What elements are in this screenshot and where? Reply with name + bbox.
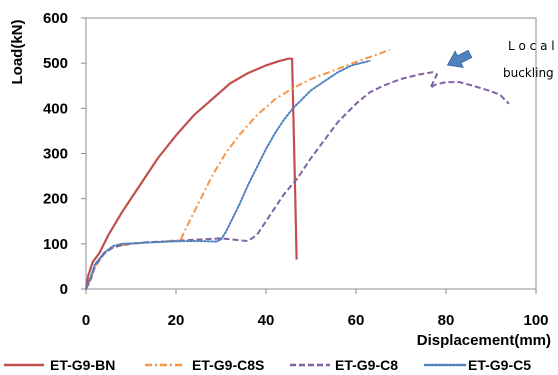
y-tick-label: 400 — [43, 100, 68, 117]
y-tick-label: 600 — [43, 10, 68, 27]
x-tick-label: 20 — [168, 312, 185, 329]
legend-label-et-g9-c8s: ET-G9-C8S — [192, 357, 264, 373]
x-tick-label: 80 — [438, 312, 455, 329]
series-line-et-g9-c5 — [85, 59, 371, 290]
y-tick-label: 200 — [43, 191, 68, 208]
y-axis-label: Load(kN) — [9, 20, 26, 85]
annotation-line-1: L o c a l — [508, 39, 555, 53]
y-tick-label: 300 — [43, 146, 68, 163]
x-tick-label: 0 — [82, 312, 90, 329]
series-line-et-g9-c8s — [85, 48, 391, 290]
x-tick-label: 100 — [523, 312, 548, 329]
series-line-et-g9-bn — [84, 57, 298, 290]
legend-label-et-g9-c8: ET-G9-C8 — [335, 357, 398, 373]
y-tick-label: 0 — [60, 281, 68, 298]
annotation-arrow-shape — [446, 49, 473, 68]
x-tick-label: 40 — [258, 312, 275, 329]
x-axis-ticks: 0 20 40 60 80 100 — [82, 289, 549, 329]
series-line-et-g9-c8 — [85, 71, 510, 290]
x-tick-label: 60 — [348, 312, 365, 329]
series-layer — [84, 48, 510, 290]
x-axis-label: Displacement(mm) — [417, 332, 551, 349]
arrow-icon — [446, 49, 473, 68]
annotation-local-buckling: L o c a l buckling — [446, 39, 555, 80]
annotation-line-2: buckling — [503, 66, 554, 80]
legend-label-et-g9-bn: ET-G9-BN — [50, 357, 115, 373]
y-tick-label: 500 — [43, 55, 68, 72]
y-axis-ticks: 0 100 200 300 400 500 600 — [43, 10, 86, 298]
y-tick-label: 100 — [43, 236, 68, 253]
legend-label-et-g9-c5: ET-G9-C5 — [468, 357, 531, 373]
legend: ET-G9-BN ET-G9-C8S ET-G9-C8 ET-G9-C5 — [4, 357, 531, 373]
